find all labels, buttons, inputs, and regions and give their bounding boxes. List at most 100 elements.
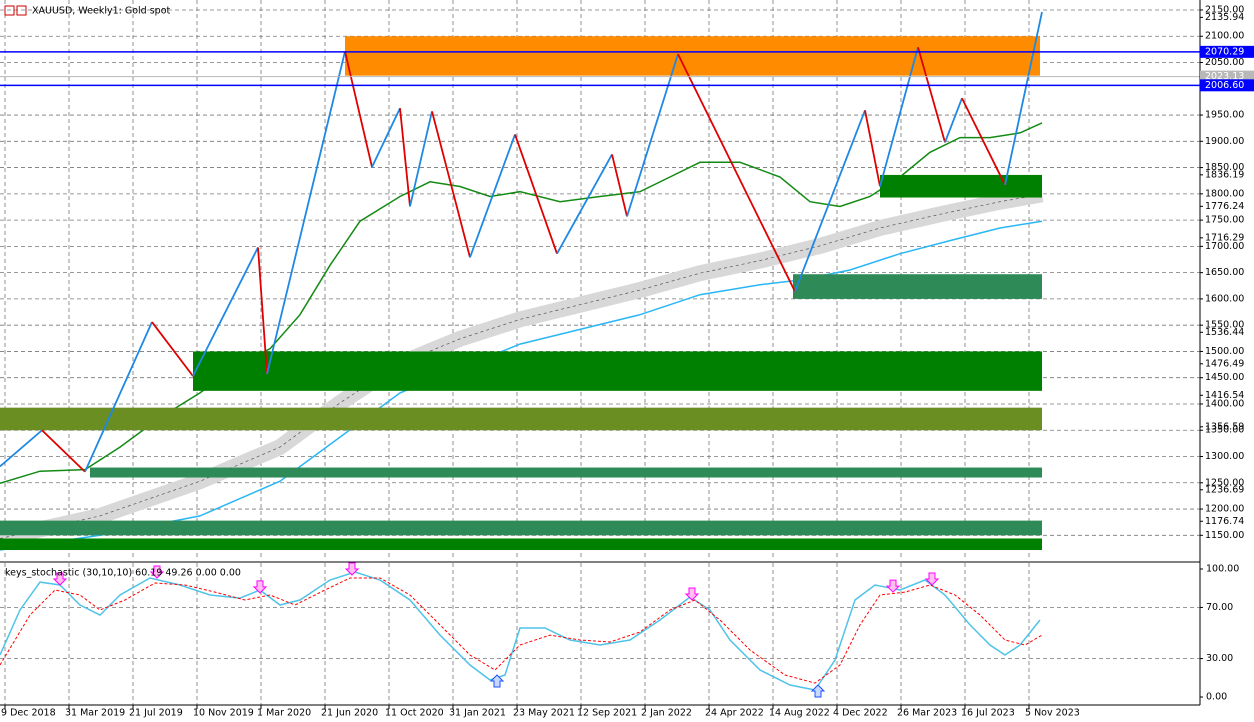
price-label: 2006.60: [1205, 80, 1244, 91]
y-tick-label: 30.00: [1206, 653, 1233, 664]
x-tick-label: 23 May 2021: [513, 708, 575, 719]
x-tick-label: 11 Oct 2020: [385, 708, 444, 719]
zigzag-segment: [371, 107, 401, 168]
y-tick-label: 1650.00: [1205, 267, 1244, 278]
zigzag-segment: [611, 154, 628, 217]
zigzag-segment: [917, 47, 946, 143]
zigzag-segment: [192, 247, 259, 377]
y-tick-label: 1300.00: [1205, 451, 1244, 462]
zone: [90, 467, 1042, 478]
zigzag-segment: [151, 321, 194, 377]
x-tick-label: 31 Mar 2019: [65, 708, 125, 719]
zone: [0, 538, 1042, 551]
y-tick-label: 1900.00: [1205, 136, 1244, 147]
y-tick-label: 1450.00: [1205, 372, 1244, 383]
zigzag-segment: [794, 109, 866, 292]
zigzag-segment: [41, 429, 86, 473]
x-tick-label: 16 Jul 2023: [961, 708, 1015, 719]
signal-arrow: [810, 684, 826, 698]
level-label: 2135.94: [1205, 12, 1244, 23]
zone: [345, 36, 1040, 76]
icon: [4, 5, 15, 16]
y-tick-label: 1700.00: [1205, 241, 1244, 252]
level-label: 1236.69: [1205, 484, 1244, 495]
signal-arrow: [684, 587, 700, 601]
y-tick-label: 1150.00: [1205, 530, 1244, 541]
zone: [0, 520, 1042, 536]
level-label: 1836.19: [1205, 169, 1244, 180]
y-tick-label: 100.00: [1206, 564, 1239, 575]
y-tick-label: 1950.00: [1205, 110, 1244, 121]
zigzag-segment: [399, 108, 411, 207]
y-tick-label: 0.00: [1206, 692, 1227, 703]
zigzag-segment: [626, 53, 679, 217]
x-tick-label: 14 Aug 2022: [769, 708, 830, 719]
y-tick-label: 1500.00: [1205, 346, 1244, 357]
zigzag-segment: [864, 110, 881, 187]
zigzag-segment: [84, 321, 153, 473]
x-tick-label: 10 Nov 2019: [193, 708, 254, 719]
x-tick-label: 21 Jun 2020: [321, 708, 378, 719]
zigzag-segment: [961, 97, 1006, 186]
zigzag-segment: [431, 111, 471, 258]
zigzag-segment: [344, 51, 373, 168]
indicator-title: keys_stochastic (30,10,10) 60.19 49.26 0…: [5, 568, 241, 579]
y-tick-label: 1200.00: [1205, 504, 1244, 515]
zigzag-segment: [0, 429, 43, 468]
y-tick-label: 1250.00: [1205, 477, 1244, 488]
ma-band-center: [0, 194, 1043, 539]
level-label: 1176.74: [1205, 516, 1244, 527]
zigzag-segment: [469, 134, 516, 258]
series-line: [0, 220, 1043, 551]
signal-arrow: [252, 580, 268, 594]
x-tick-label: 2 Jan 2022: [641, 708, 692, 719]
level-label: 1776.24: [1205, 201, 1244, 212]
symbol-icon: [4, 5, 27, 16]
price-label-box: [1200, 45, 1254, 58]
x-tick-label: 21 Jul 2019: [129, 708, 183, 719]
zone: [880, 174, 1042, 198]
zigzag-segment: [1004, 11, 1043, 186]
zigzag-segment: [879, 47, 919, 187]
level-label: 1476.49: [1205, 358, 1244, 369]
zigzag-segment: [266, 51, 346, 375]
y-tick-label: 1400.00: [1205, 398, 1244, 409]
y-tick-label: 70.00: [1206, 602, 1233, 613]
zigzag-segment: [409, 111, 433, 207]
signal-arrow: [344, 562, 360, 576]
x-tick-label: 24 Apr 2022: [705, 708, 764, 719]
x-tick-label: 4 Dec 2022: [833, 708, 888, 719]
x-tick-label: 26 Mar 2023: [897, 708, 957, 719]
y-tick-label: 1600.00: [1205, 293, 1244, 304]
price-label: 2070.29: [1205, 46, 1244, 57]
x-tick-label: 1 Mar 2020: [257, 708, 311, 719]
level-label: 1716.29: [1205, 232, 1244, 243]
y-tick-label: 1850.00: [1205, 162, 1244, 173]
y-tick-label: 2050.00: [1205, 57, 1244, 68]
y-tick-label: 1750.00: [1205, 215, 1244, 226]
x-tick-label: 12 Sep 2021: [577, 708, 637, 719]
y-tick-label: 1800.00: [1205, 188, 1244, 199]
signal-arrow: [489, 674, 505, 688]
level-label: 1416.54: [1205, 390, 1244, 401]
zigzag-segment: [514, 134, 558, 255]
series-line: [0, 577, 1043, 684]
zigzag-segment: [257, 247, 268, 375]
signal-arrow: [52, 572, 68, 586]
level-label: 1536.44: [1205, 327, 1244, 338]
level-label: 1356.59: [1205, 421, 1244, 432]
price-label: 2023.13: [1205, 71, 1244, 82]
zone: [193, 351, 1042, 391]
zone: [0, 407, 1042, 431]
y-tick-label: 2150.00: [1205, 4, 1244, 15]
chart-title: XAUUSD, Weekly1: Gold spot: [32, 6, 171, 17]
zigzag-segment: [944, 97, 963, 143]
signal-arrow: [924, 572, 940, 586]
zigzag-segment: [556, 154, 613, 255]
y-tick-label: 1550.00: [1205, 320, 1244, 331]
x-tick-label: 9 Dec 2018: [1, 708, 56, 719]
x-tick-label: 31 Jan 2021: [449, 708, 506, 719]
signal-arrow: [885, 579, 901, 593]
zone: [793, 274, 1042, 299]
x-tick-label: 5 Nov 2023: [1025, 708, 1080, 719]
